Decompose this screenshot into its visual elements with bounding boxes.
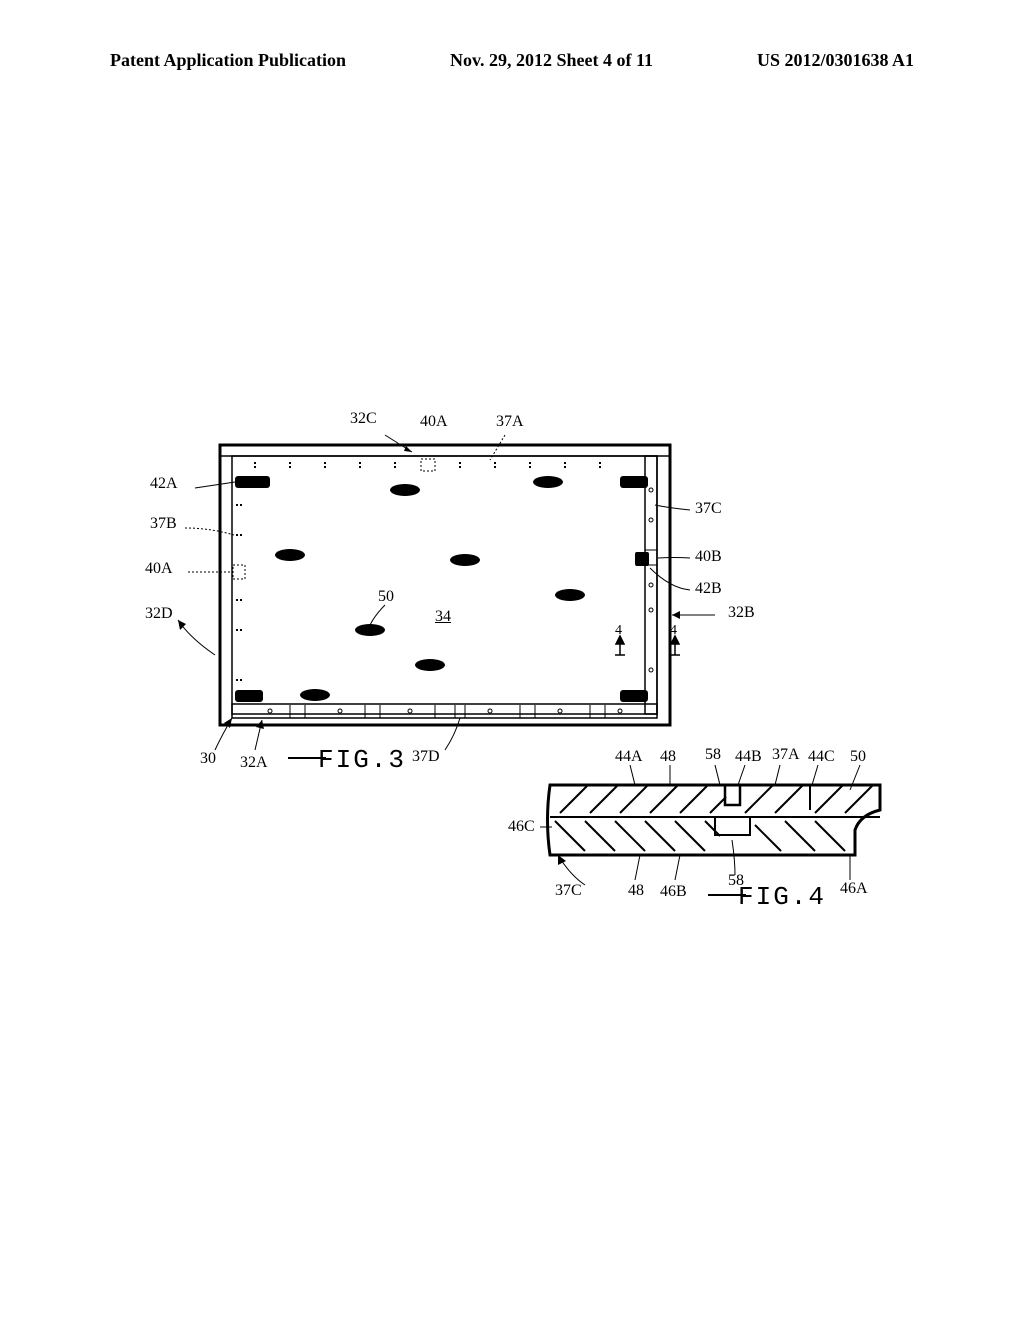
fig4-caption: FIG.4 <box>708 882 826 912</box>
label-40b: 40B <box>695 548 722 566</box>
label-32b: 32B <box>728 604 755 622</box>
header-center: Nov. 29, 2012 Sheet 4 of 11 <box>450 50 653 71</box>
label-32a: 32A <box>240 754 268 772</box>
label-50-fig4: 50 <box>850 748 866 766</box>
label-46c: 46C <box>508 818 535 836</box>
label-46a: 46A <box>840 880 868 898</box>
label-42b: 42B <box>695 580 722 598</box>
label-37a-top: 37A <box>496 413 524 431</box>
label-37b: 37B <box>150 515 177 533</box>
label-34: 34 <box>435 608 451 626</box>
label-40a-top: 40A <box>420 413 448 431</box>
header-left: Patent Application Publication <box>110 50 346 71</box>
label-48b: 48 <box>628 882 644 900</box>
label-40a-left: 40A <box>145 560 173 578</box>
label-32d: 32D <box>145 605 173 623</box>
label-46b: 46B <box>660 883 687 901</box>
label-4b: 4 <box>670 623 677 639</box>
label-37d: 37D <box>412 748 440 766</box>
label-37a-fig4: 37A <box>772 746 800 764</box>
label-37c: 37C <box>695 500 722 518</box>
label-32c: 32C <box>350 410 377 428</box>
label-44b: 44B <box>735 748 762 766</box>
label-42a: 42A <box>150 475 178 493</box>
header-right: US 2012/0301638 A1 <box>757 50 914 71</box>
label-58t: 58 <box>705 746 721 764</box>
fig3-svg <box>160 420 720 780</box>
figure-area: 32C 40A 37A 42A 37B 40A 32D 50 34 37C 40… <box>120 410 900 970</box>
label-44c: 44C <box>808 748 835 766</box>
label-48t: 48 <box>660 748 676 766</box>
page-header: Patent Application Publication Nov. 29, … <box>0 50 1024 71</box>
label-44a: 44A <box>615 748 643 766</box>
fig3-caption: FIG.3 <box>288 745 406 775</box>
label-30: 30 <box>200 750 216 768</box>
label-4a: 4 <box>615 623 622 639</box>
label-37c-fig4: 37C <box>555 882 582 900</box>
label-50: 50 <box>378 588 394 606</box>
